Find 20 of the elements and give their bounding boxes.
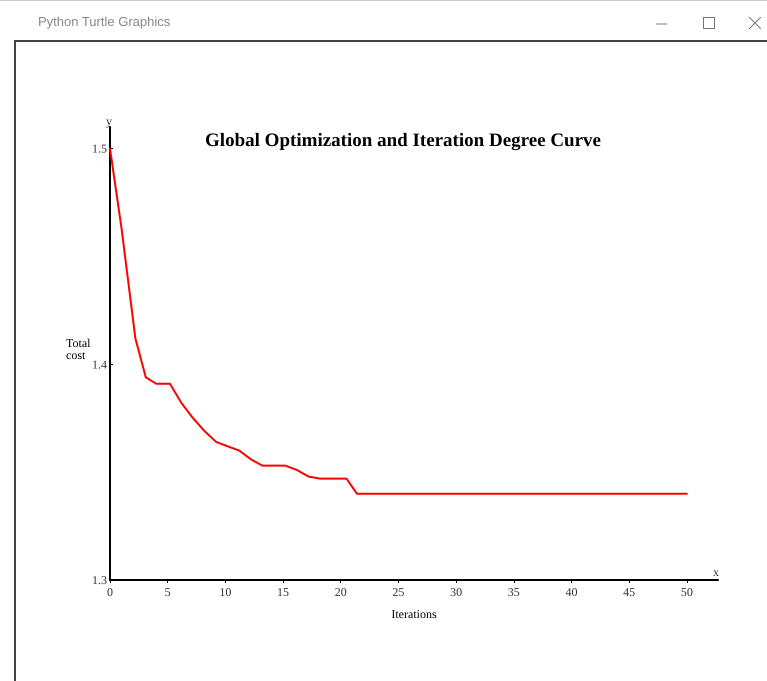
x-tick-label: 20: [334, 585, 347, 599]
y-tick-label: 1.5: [92, 142, 107, 156]
x-axis-title: Iterations: [391, 607, 437, 621]
text: Python Turtle Graphics: [38, 14, 170, 28]
x-tick-label: 5: [164, 585, 171, 599]
x-tick-label: 45: [623, 585, 636, 599]
y-tick-label: 1.3: [92, 573, 107, 587]
x-tick-label: 0: [107, 585, 113, 599]
y-axis-title: Total cost: [66, 336, 94, 362]
x-tick-label: 15: [277, 585, 290, 599]
chart-title: Global Optimization and Iteration Degree Curve: [205, 130, 601, 151]
y-tick-label: 1.4: [92, 357, 107, 372]
x-tick-label: 35: [508, 585, 520, 599]
annotation: y: [106, 114, 112, 128]
x-tick-label: 50: [680, 585, 693, 599]
annotation: x: [713, 565, 719, 579]
x-tick-label: 30: [450, 585, 462, 599]
x-tick-label: 40: [565, 585, 578, 599]
x-tick-label: 10: [219, 585, 232, 599]
x-tick-label: 25: [392, 585, 404, 599]
